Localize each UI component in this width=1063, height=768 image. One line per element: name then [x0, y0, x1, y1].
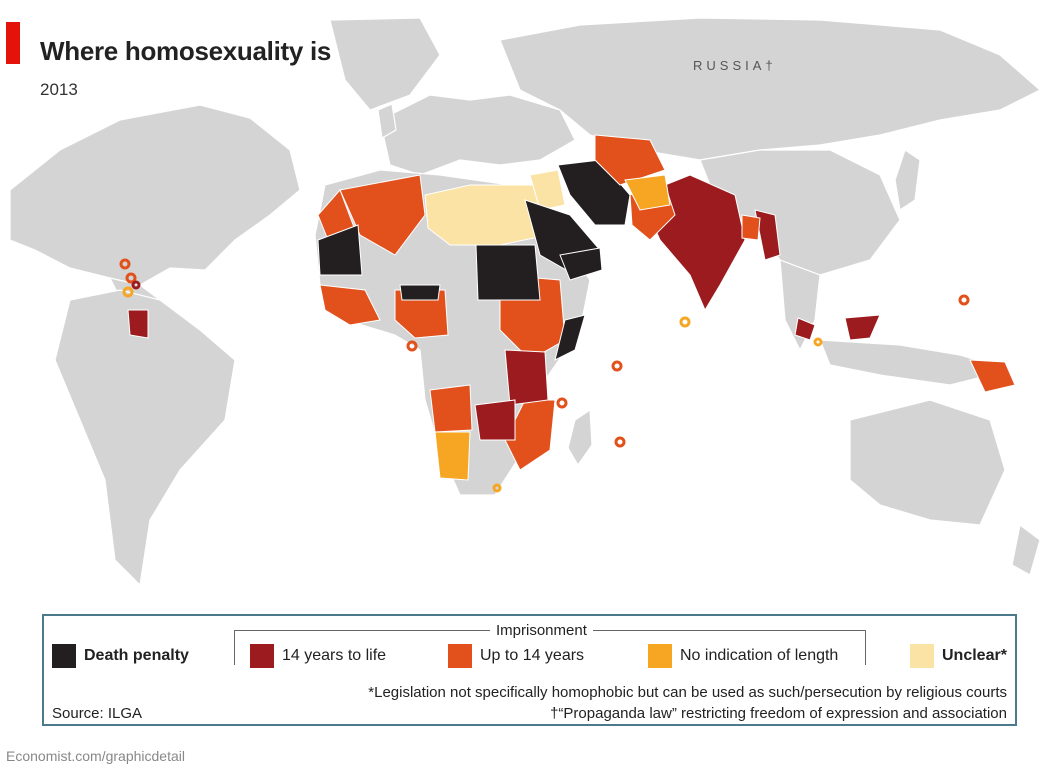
zambia-14-life: [474, 399, 516, 441]
unclear-swatch: [910, 644, 934, 668]
sudan-death: [475, 244, 541, 301]
malaysia-14-life: [794, 317, 816, 341]
caribbean-marker-4: [131, 280, 141, 290]
credit-footer: Economist.com/graphicdetail: [6, 748, 185, 764]
lesotho-marker: [492, 483, 502, 493]
northern-nigeria-death: [399, 284, 441, 301]
russia-footnote: †“Propaganda law” restricting freedom of…: [550, 705, 1007, 722]
madagascar-land: [567, 408, 593, 467]
up-to-14-swatch: [448, 644, 472, 668]
south-america-land: [54, 289, 236, 587]
legend: Imprisonment Death penalty 14 years to l…: [42, 614, 1017, 726]
north-america-land: [9, 104, 301, 286]
legend-item-14-to-life: 14 years to life: [250, 644, 386, 668]
somalia-death: [554, 314, 586, 361]
libya-egypt-unclear: [424, 184, 549, 246]
mauritius-marker: [614, 436, 626, 448]
caribbean-marker-3: [122, 286, 134, 298]
borneo-14-life: [844, 314, 881, 341]
bangladesh-up-to-14: [741, 214, 761, 241]
world-map: [9, 17, 1042, 587]
fourteen-to-life-swatch: [250, 644, 274, 668]
maldives-marker: [679, 316, 691, 328]
russia-label: RUSSIA†: [693, 58, 777, 73]
yemen-death: [559, 247, 603, 281]
legend-item-no-indication: No indication of length: [648, 644, 838, 668]
atlantic-marker: [406, 340, 418, 352]
palau-marker: [958, 294, 970, 306]
no-indication-swatch: [648, 644, 672, 668]
papua-new-guinea-up-to-14: [969, 359, 1016, 393]
tanzania-14-life: [504, 349, 549, 406]
death-penalty-swatch: [52, 644, 76, 668]
singapore-marker: [813, 337, 823, 347]
guyana-14-life: [127, 309, 149, 339]
brand-red-tab: [6, 22, 20, 64]
afghanistan-no-indication: [624, 174, 671, 211]
legend-item-death-penalty: Death penalty: [52, 644, 189, 668]
unclear-footnote: *Legislation not specifically homophobic…: [368, 684, 1007, 701]
mauritania-death: [317, 224, 363, 276]
seychelles-marker: [611, 360, 623, 372]
page-subtitle: 2013: [40, 80, 78, 99]
imprisonment-title: Imprisonment: [490, 622, 593, 639]
source-note: Source: ILGA: [52, 705, 143, 722]
japan-land: [894, 149, 921, 212]
myanmar-14-life: [754, 209, 781, 261]
legend-item-unclear: Unclear*: [910, 644, 1007, 668]
caribbean-marker-2: [125, 272, 137, 284]
europe-land: [379, 94, 576, 176]
west-africa-up-to-14: [319, 284, 381, 326]
uk-land: [377, 103, 397, 139]
namibia-no-indication: [434, 431, 471, 481]
new-zealand-land: [1011, 523, 1041, 576]
legend-item-up-to-14: Up to 14 years: [448, 644, 584, 668]
caribbean-marker-1: [119, 258, 131, 270]
angola-up-to-14: [429, 384, 473, 433]
greenland-land: [329, 17, 441, 111]
iraq-unclear: [529, 169, 566, 211]
russia-land: [499, 17, 1042, 161]
comoros-marker: [556, 397, 568, 409]
australia-land: [849, 399, 1006, 526]
